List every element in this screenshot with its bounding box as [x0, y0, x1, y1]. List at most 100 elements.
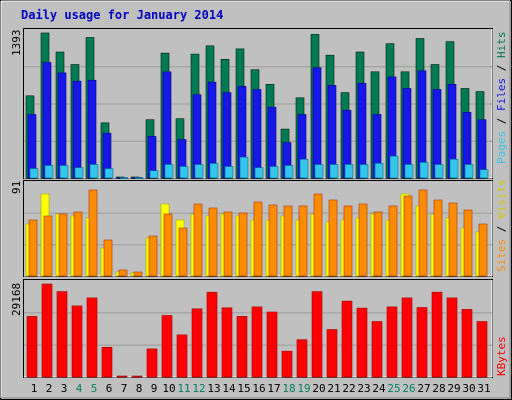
pages-bar	[119, 177, 129, 179]
legend-visits: Visits	[495, 179, 508, 219]
chart-bars	[24, 32, 492, 378]
x-tick-label: 30	[462, 382, 475, 395]
pages-bar	[479, 169, 489, 179]
sites-bar	[343, 205, 353, 277]
pages-bar	[389, 155, 399, 179]
pages-bar	[44, 165, 54, 179]
legend-separator: /	[495, 111, 508, 124]
kbytes-bar	[266, 311, 278, 378]
pages-bar	[329, 164, 339, 179]
sites-bar	[148, 235, 158, 277]
legend-separator: /	[495, 219, 508, 232]
bottom-panel-max-label: 29168	[10, 283, 23, 316]
middle-panel-max-label: 91	[10, 181, 23, 194]
x-tick-label: 31	[477, 382, 490, 395]
files-bar	[252, 89, 262, 179]
files-bar	[87, 79, 97, 179]
kbytes-bar	[416, 307, 428, 378]
pages-bar	[239, 156, 249, 179]
x-tick-label: 20	[312, 382, 325, 395]
legend-pages: Pages	[495, 131, 508, 164]
chart-title: Daily usage for January 2014	[21, 8, 223, 22]
sites-bar	[43, 215, 53, 277]
kbytes-bar	[281, 350, 293, 378]
kbytes-bar	[221, 307, 233, 378]
files-bar	[417, 70, 427, 179]
sites-bar	[28, 219, 38, 277]
sites-bar	[193, 203, 203, 277]
sites-bar	[313, 193, 323, 277]
x-tick-label: 21	[327, 382, 340, 395]
x-tick-label: 25	[387, 382, 400, 395]
kbytes-bar	[371, 321, 383, 378]
sites-bar	[463, 209, 473, 277]
kbytes-bar	[251, 306, 263, 378]
pages-bar	[359, 164, 369, 179]
top-panel-max-label: 1393	[10, 30, 23, 57]
files-bar	[42, 62, 52, 179]
legend-sites: Sites	[495, 239, 508, 272]
kbytes-bar	[56, 291, 68, 378]
kbytes-bar	[161, 315, 173, 378]
x-axis-day-labels: 1 2 3 4 5 6 7 8 9 10 11 12 13 14 15 16 17 18 19 20 21 22 23 24 2…	[31, 382, 491, 395]
pages-bar	[164, 164, 174, 179]
kbytes-bar	[446, 297, 458, 378]
legend-files: Files	[495, 78, 508, 111]
pages-bar	[374, 163, 384, 179]
files-bar	[57, 72, 67, 179]
kbytes-bar	[236, 316, 248, 378]
x-tick-label: 2	[46, 382, 53, 395]
sites-bar	[433, 199, 443, 277]
x-tick-label: 24	[372, 382, 386, 395]
kbytes-bar	[311, 291, 323, 378]
pages-bar	[419, 162, 429, 179]
sites-bar	[133, 271, 143, 277]
x-tick-label: 17	[267, 382, 280, 395]
kbytes-bar	[401, 297, 413, 378]
pages-bar	[224, 166, 234, 179]
files-bar	[357, 83, 367, 179]
pages-bar	[74, 167, 84, 179]
pages-bar	[284, 165, 294, 179]
kbytes-bar	[356, 307, 368, 378]
files-bar	[162, 71, 172, 179]
x-tick-label: 23	[357, 382, 370, 395]
middle-panel-legend: Sites / Visits	[495, 179, 508, 272]
x-tick-label: 12	[192, 382, 205, 395]
pages-bar	[59, 165, 69, 179]
kbytes-bar	[341, 300, 353, 378]
x-tick-label: 28	[432, 382, 445, 395]
pages-bar	[29, 168, 39, 179]
kbytes-bar	[176, 334, 188, 378]
kbytes-bar	[116, 375, 128, 378]
pages-bar	[104, 168, 114, 179]
x-tick-label: 10	[162, 382, 175, 395]
kbytes-bar	[86, 297, 98, 378]
x-tick-label: 14	[222, 382, 236, 395]
files-bar	[222, 92, 232, 179]
x-tick-label: 15	[237, 382, 250, 395]
sites-bar	[298, 205, 308, 277]
x-tick-label: 9	[151, 382, 158, 395]
sites-bar	[88, 189, 98, 277]
x-tick-label: 3	[61, 382, 68, 395]
kbytes-bar	[326, 329, 338, 378]
sites-bar	[358, 203, 368, 277]
x-tick-label: 13	[207, 382, 220, 395]
x-tick-label: 26	[402, 382, 415, 395]
kbytes-bar	[71, 305, 83, 378]
legend-kbytes: KBytes	[495, 336, 508, 376]
sites-bar	[418, 189, 428, 277]
x-tick-label: 27	[417, 382, 430, 395]
kbytes-bar	[26, 316, 38, 378]
sites-bar	[253, 201, 263, 277]
sites-bar	[103, 239, 113, 277]
x-tick-label: 29	[447, 382, 460, 395]
pages-bar	[449, 159, 459, 179]
pages-bar	[464, 164, 474, 179]
sites-bar	[73, 211, 83, 277]
kbytes-bar	[206, 291, 218, 378]
pages-bar	[299, 159, 309, 179]
